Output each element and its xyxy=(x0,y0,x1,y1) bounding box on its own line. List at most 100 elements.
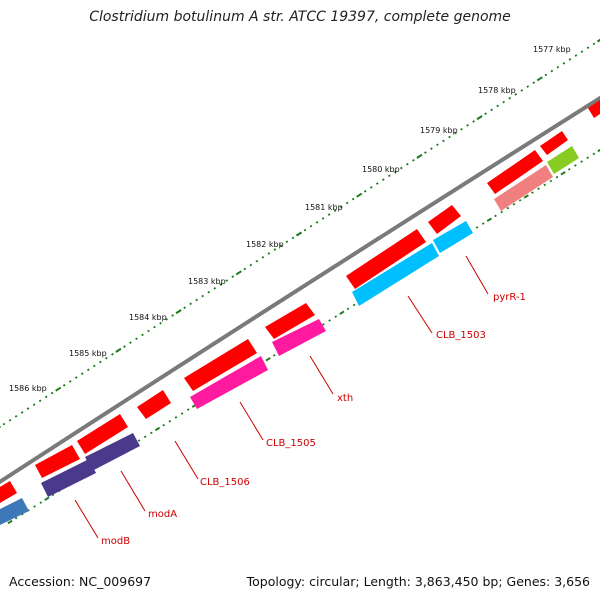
minor-tick xyxy=(363,190,367,193)
minor-tick xyxy=(213,287,217,290)
minor-tick xyxy=(412,158,415,162)
minor-tick xyxy=(490,108,493,112)
minor-tick xyxy=(261,255,265,259)
minor-tick xyxy=(174,416,178,419)
minor-tick xyxy=(494,214,497,218)
reverse-strand-features xyxy=(0,146,579,525)
minor-tick xyxy=(279,244,283,247)
gene-arrow xyxy=(77,414,128,454)
minor-tick xyxy=(345,201,349,205)
minor-tick xyxy=(141,333,144,337)
minor-tick xyxy=(291,236,295,240)
major-tick xyxy=(536,76,543,82)
minor-tick xyxy=(105,356,108,360)
major-tick xyxy=(175,309,182,315)
gene-label-pyrR: pyrR-1 xyxy=(493,292,526,303)
minor-tick xyxy=(387,174,391,178)
minor-tick xyxy=(186,408,190,411)
leader-clb1506 xyxy=(174,440,199,480)
minor-tick xyxy=(460,127,463,131)
minor-tick xyxy=(393,170,397,174)
gene-arrow xyxy=(540,131,568,155)
minor-tick xyxy=(555,175,559,179)
minor-tick xyxy=(20,411,24,414)
major-tick xyxy=(596,38,600,43)
leader-clb1503 xyxy=(407,295,433,334)
minor-tick xyxy=(111,352,114,356)
gene-arrow-clb1505 xyxy=(190,356,268,409)
minor-tick xyxy=(334,315,338,318)
tick-label-1582: 1582 kbp xyxy=(246,240,284,249)
major-tick xyxy=(55,386,62,392)
minor-tick xyxy=(135,337,138,341)
gene-label-xth: xth xyxy=(337,393,353,404)
major-tick xyxy=(339,310,345,315)
minor-tick xyxy=(51,493,55,497)
minor-tick xyxy=(592,42,596,46)
minor-tick xyxy=(442,139,445,143)
tick-label-1583: 1583 kbp xyxy=(188,277,226,286)
major-tick xyxy=(486,217,493,222)
minor-tick xyxy=(68,380,72,383)
gene-arrow-blue xyxy=(0,498,29,525)
leader-clb1505 xyxy=(239,401,264,441)
minor-tick xyxy=(92,364,96,368)
minor-tick xyxy=(168,419,172,423)
genome-stats-text: Topology: circular; Length: 3,863,450 bp… xyxy=(246,574,590,589)
minor-tick xyxy=(180,412,184,415)
minor-tick xyxy=(150,431,153,435)
minor-tick xyxy=(44,395,48,399)
minor-tick xyxy=(454,131,457,135)
leader-pyrR xyxy=(465,255,489,295)
tick-label-1578: 1578 kbp xyxy=(478,86,516,95)
minor-tick xyxy=(153,325,156,329)
major-tick xyxy=(115,347,122,353)
tick-label-1579: 1579 kbp xyxy=(420,126,458,135)
minor-tick xyxy=(484,112,487,116)
minor-tick xyxy=(448,135,451,139)
minor-tick xyxy=(508,96,512,100)
gene-arrow xyxy=(265,303,315,339)
major-tick xyxy=(597,148,600,153)
minor-tick xyxy=(580,50,584,53)
gene-label-clb1503: CLB_1503 xyxy=(436,330,486,341)
major-tick xyxy=(7,519,13,525)
minor-tick xyxy=(137,439,141,442)
minor-tick xyxy=(38,399,42,403)
minor-tick xyxy=(586,46,590,50)
tick-label-1581: 1581 kbp xyxy=(305,203,343,212)
minor-tick xyxy=(267,252,271,255)
minor-tick xyxy=(231,275,235,278)
minor-tick xyxy=(195,298,198,302)
accession-text: Accession: NC_009697 xyxy=(9,574,152,589)
minor-tick xyxy=(14,415,18,418)
minor-tick xyxy=(159,321,162,325)
minor-tick xyxy=(123,345,126,348)
minor-tick xyxy=(574,164,577,167)
minor-tick xyxy=(249,263,253,267)
minor-tick xyxy=(544,73,548,77)
genome-backbone xyxy=(0,95,600,485)
major-tick xyxy=(295,231,303,237)
gene-arrow-salmon xyxy=(494,165,553,211)
tick-label-1577: 1577 kbp xyxy=(533,45,571,54)
minor-tick xyxy=(2,422,6,426)
minor-tick xyxy=(346,307,350,311)
major-tick xyxy=(560,171,566,176)
minor-tick xyxy=(165,318,168,321)
minor-tick xyxy=(531,191,534,194)
major-tick xyxy=(265,357,271,362)
minor-tick xyxy=(62,384,66,387)
major-tick xyxy=(476,115,483,121)
gene-label-clb1505: CLB_1505 xyxy=(266,438,316,449)
minor-tick xyxy=(556,65,560,69)
minor-tick xyxy=(273,248,277,251)
minor-tick xyxy=(500,210,503,214)
gene-label-clb1506: CLB_1506 xyxy=(200,477,250,488)
minor-tick xyxy=(272,354,276,357)
minor-tick xyxy=(285,240,289,244)
minor-tick xyxy=(327,213,331,216)
minor-tick xyxy=(50,391,54,395)
leader-modb xyxy=(74,499,99,539)
